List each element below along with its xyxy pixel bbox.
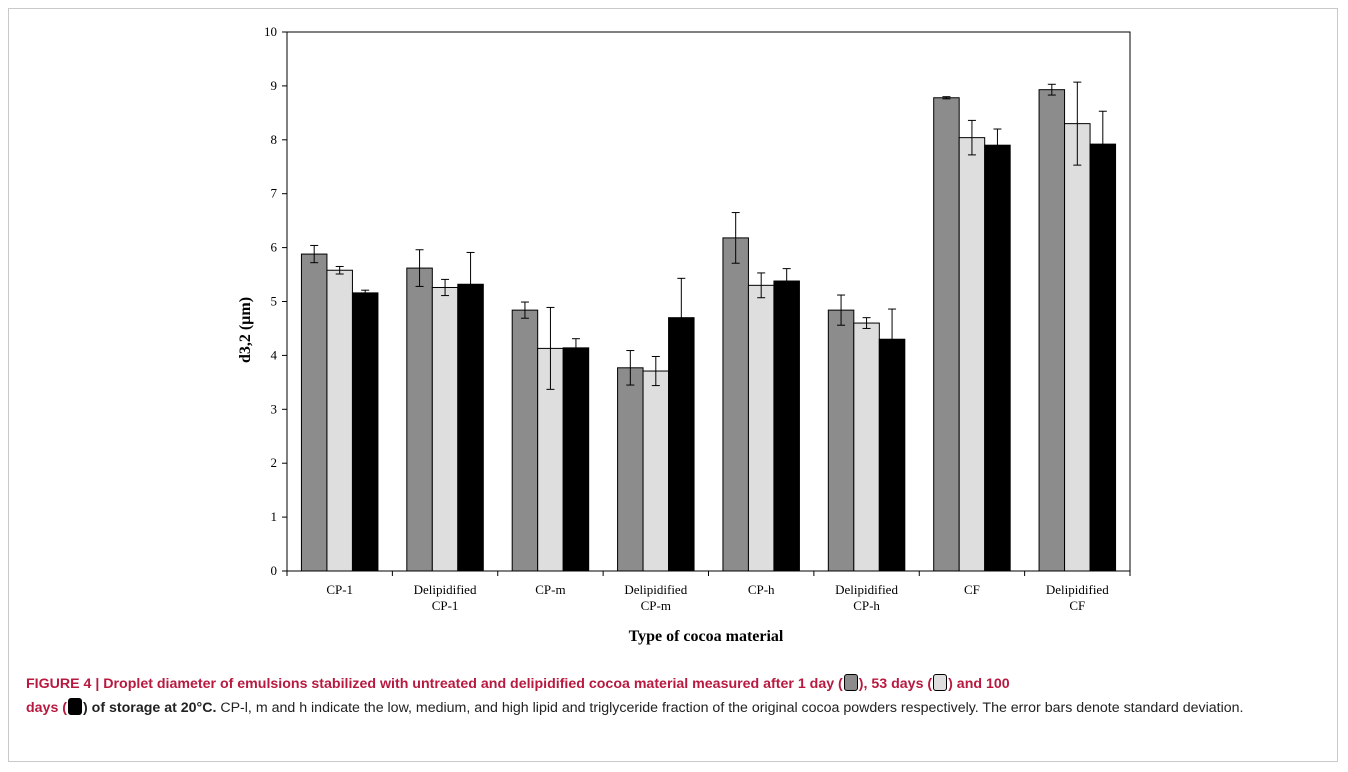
y-tick-label: 10 bbox=[264, 24, 277, 39]
bar bbox=[984, 144, 1011, 572]
x-axis-title: Type of cocoa material bbox=[629, 628, 784, 645]
x-category-label: CP-h bbox=[748, 582, 775, 597]
bar bbox=[853, 322, 880, 572]
x-category-label: Delipidified bbox=[624, 582, 687, 597]
x-category-label: Delipidified bbox=[414, 582, 477, 597]
x-category-label: Delipidified bbox=[835, 582, 898, 597]
x-category-label: CP-1 bbox=[326, 582, 353, 597]
bar bbox=[431, 286, 459, 572]
y-tick-label: 9 bbox=[271, 78, 278, 93]
x-category-label: CP-1 bbox=[432, 598, 459, 613]
swatch-100-days-icon bbox=[68, 698, 83, 715]
x-category-label: Delipidified bbox=[1046, 582, 1109, 597]
y-axis-title: d3,2 (µm) bbox=[237, 297, 254, 363]
y-tick-label: 0 bbox=[271, 563, 278, 578]
caption-title-part-1: FIGURE 4 | Droplet diameter of emulsions… bbox=[26, 676, 843, 692]
bar bbox=[617, 367, 644, 572]
bar bbox=[1038, 89, 1066, 572]
bar bbox=[1064, 123, 1091, 572]
bar bbox=[562, 347, 590, 572]
bar bbox=[351, 292, 379, 572]
caption-title-part-4: days ( bbox=[26, 700, 68, 716]
caption-title-part-2: ), 53 days ( bbox=[858, 676, 933, 692]
y-tick-label: 1 bbox=[271, 509, 278, 524]
bar bbox=[457, 283, 484, 572]
bar bbox=[878, 338, 906, 572]
x-category-label: CP-m bbox=[535, 582, 565, 597]
caption-body: CP-l, m and h indicate the low, medium, … bbox=[216, 700, 1244, 716]
bar bbox=[668, 317, 695, 572]
y-tick-label: 6 bbox=[271, 240, 278, 255]
bar bbox=[827, 309, 855, 572]
bar bbox=[511, 309, 539, 572]
x-category-label: CF bbox=[964, 582, 980, 597]
y-tick-label: 8 bbox=[271, 132, 278, 147]
bar bbox=[747, 284, 775, 572]
bar bbox=[406, 267, 433, 572]
figure-caption: FIGURE 4 | Droplet diameter of emulsions… bbox=[26, 672, 1326, 720]
swatch-1-day-icon bbox=[843, 674, 858, 691]
y-tick-label: 2 bbox=[271, 455, 278, 470]
x-category-label: CP-m bbox=[641, 598, 671, 613]
y-tick-label: 4 bbox=[271, 347, 278, 362]
x-category-label: CP-h bbox=[853, 598, 880, 613]
y-tick-label: 5 bbox=[271, 294, 278, 309]
bar bbox=[1089, 143, 1117, 572]
caption-title-part-5: ) of storage at 20°C. bbox=[83, 700, 217, 716]
caption-title-part-3: ) and 100 bbox=[948, 676, 1010, 692]
bar bbox=[642, 370, 670, 572]
swatch-53-days-icon bbox=[933, 674, 948, 691]
bar bbox=[722, 237, 749, 572]
bar bbox=[958, 137, 986, 572]
bar bbox=[933, 97, 960, 572]
bar bbox=[300, 253, 328, 572]
x-category-label: CF bbox=[1069, 598, 1085, 613]
y-tick-label: 7 bbox=[271, 186, 278, 201]
bar bbox=[773, 280, 800, 572]
bar bbox=[326, 269, 353, 572]
y-tick-label: 3 bbox=[271, 401, 278, 416]
